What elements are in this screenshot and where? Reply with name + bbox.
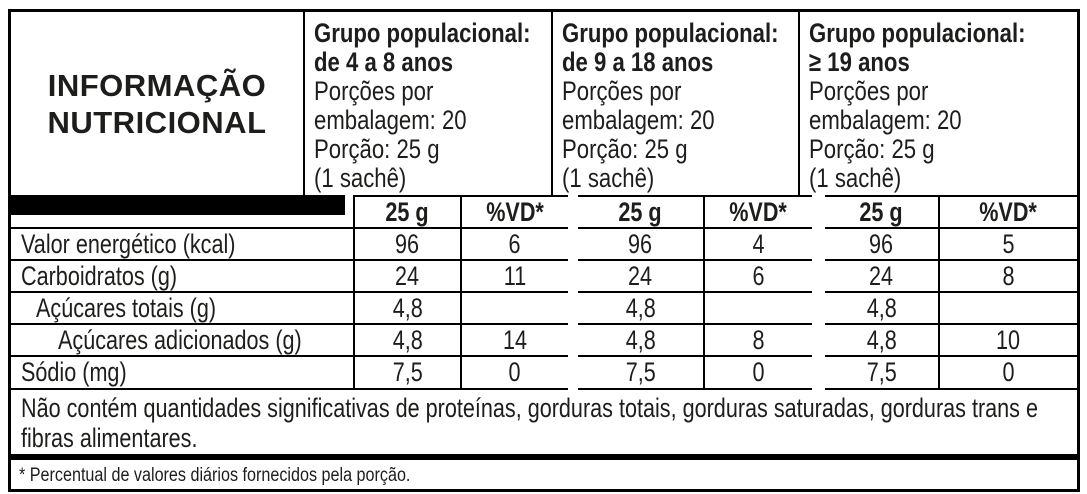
portion-note: (1 sachê)	[562, 163, 655, 193]
group-gap	[568, 357, 578, 390]
row-label: Carboidratos (g)	[11, 261, 355, 293]
cell-dv: 6	[460, 229, 568, 261]
servings-line2: embalagem: 20	[809, 105, 962, 135]
cell-amount: 4,8	[578, 293, 703, 325]
nutrition-panel: INFORMAÇÃO NUTRICIONAL Grupo populaciona…	[8, 9, 1080, 492]
cell-dv: 11	[460, 261, 568, 293]
group-header-19-plus: Grupo populacional: ≥ 19 anos Porções po…	[800, 12, 1077, 195]
cell-amount: 24	[578, 261, 703, 293]
group-gap	[568, 325, 578, 357]
servings-line2: embalagem: 20	[314, 105, 467, 135]
cell-amount: 7,5	[825, 357, 938, 390]
col-header-dv-g2: %VD*	[703, 195, 812, 229]
col-header-dv-g3: %VD*	[938, 195, 1077, 229]
page-title: INFORMAÇÃO NUTRICIONAL	[47, 67, 267, 140]
cell-dv: 8	[938, 261, 1077, 293]
cell-amount: 7,5	[355, 357, 460, 390]
servings-line1: Porções por	[809, 76, 929, 106]
group-gap	[812, 195, 825, 229]
cell-dv	[460, 293, 568, 325]
portion: Porção: 25 g	[562, 134, 688, 164]
col-header-dv-g1: %VD*	[460, 195, 568, 229]
cell-amount: 96	[578, 229, 703, 261]
row-label: Valor energético (kcal)	[11, 229, 355, 261]
group-header-4-8: Grupo populacional: de 4 a 8 anos Porçõe…	[305, 12, 553, 195]
group-gap	[568, 195, 578, 229]
cell-amount: 4,8	[825, 293, 938, 325]
servings-line1: Porções por	[562, 76, 682, 106]
servings-line2: embalagem: 20	[562, 105, 715, 135]
cell-amount: 24	[825, 261, 938, 293]
cell-amount: 96	[355, 229, 460, 261]
group-age-range: de 9 a 18 anos	[562, 47, 714, 77]
servings-line1: Porções por	[314, 76, 434, 106]
group-label: Grupo populacional:	[562, 18, 779, 48]
cell-dv: 6	[703, 261, 812, 293]
label-column-header-bar	[11, 195, 345, 215]
cell-amount: 4,8	[355, 293, 460, 325]
col-header-amount-g3: 25 g	[825, 195, 938, 229]
cell-dv: 8	[703, 325, 812, 357]
group-age-range: de 4 a 8 anos	[314, 47, 454, 77]
cell-dv: 0	[938, 357, 1077, 390]
cell-dv	[938, 293, 1077, 325]
group-gap	[812, 229, 825, 261]
group-gap	[568, 293, 578, 325]
group-gap	[812, 357, 825, 390]
portion-note: (1 sachê)	[809, 163, 902, 193]
title-cell: INFORMAÇÃO NUTRICIONAL	[11, 12, 305, 195]
row-label: Açúcares totais (g)	[11, 293, 355, 325]
cell-amount: 4,8	[825, 325, 938, 357]
col-header-amount-g1: 25 g	[355, 195, 460, 229]
row-label: Açúcares adicionados (g)	[11, 325, 355, 357]
col-header-amount-g2: 25 g	[578, 195, 703, 229]
group-gap	[812, 261, 825, 293]
group-label: Grupo populacional:	[314, 18, 531, 48]
no-significant-amounts-note: Não contém quantidades significativas de…	[11, 390, 1077, 454]
portion: Porção: 25 g	[809, 134, 935, 164]
label-column-header	[11, 195, 355, 229]
thick-divider	[11, 454, 1077, 460]
group-header-9-18: Grupo populacional: de 9 a 18 anos Porçõ…	[553, 12, 800, 195]
cell-dv: 0	[703, 357, 812, 390]
group-label: Grupo populacional:	[809, 18, 1026, 48]
group-gap	[812, 293, 825, 325]
cell-amount: 4,8	[578, 325, 703, 357]
nutrition-table: 25 g %VD* 25 g %VD* 25 g %VD* Valor ener…	[11, 195, 1077, 390]
cell-amount: 24	[355, 261, 460, 293]
cell-amount: 7,5	[578, 357, 703, 390]
dv-footnote: * Percentual de valores diários fornecid…	[19, 465, 411, 486]
cell-amount: 96	[825, 229, 938, 261]
cell-dv: 14	[460, 325, 568, 357]
cell-dv: 0	[460, 357, 568, 390]
group-age-range: ≥ 19 anos	[809, 47, 910, 77]
cell-dv: 10	[938, 325, 1077, 357]
note-text: Não contém quantidades significativas de…	[21, 393, 1038, 453]
group-gap	[812, 325, 825, 357]
cell-dv: 5	[938, 229, 1077, 261]
group-gap	[568, 261, 578, 293]
portion: Porção: 25 g	[314, 134, 440, 164]
footnote-section: * Percentual de valores diários fornecid…	[11, 460, 1077, 489]
group-gap	[568, 229, 578, 261]
cell-amount: 4,8	[355, 325, 460, 357]
cell-dv: 4	[703, 229, 812, 261]
header-section: INFORMAÇÃO NUTRICIONAL Grupo populaciona…	[11, 12, 1077, 195]
portion-note: (1 sachê)	[314, 163, 407, 193]
cell-dv	[703, 293, 812, 325]
row-label: Sódio (mg)	[11, 357, 355, 390]
